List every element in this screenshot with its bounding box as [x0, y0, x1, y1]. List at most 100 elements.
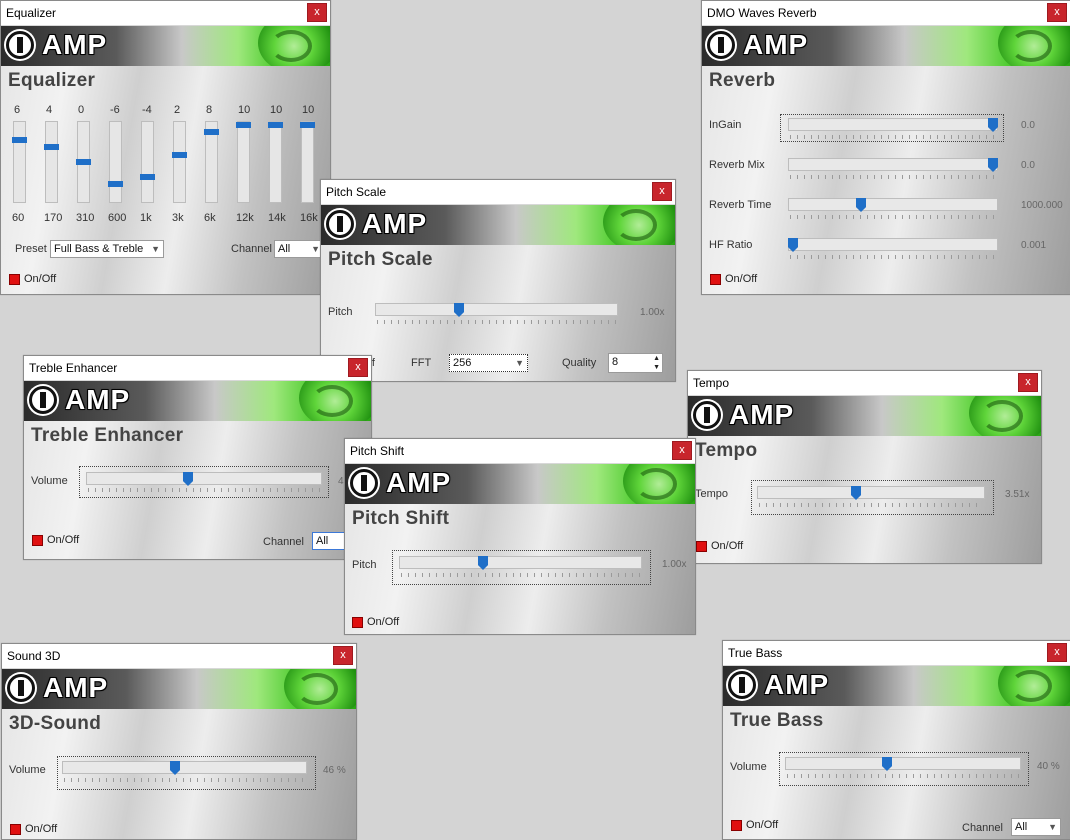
reverb-param-slider[interactable]: [788, 158, 998, 171]
equalizer-window: Equalizer x AMP Equalizer 6 60 4 170 0 310 -6 6…: [0, 0, 331, 295]
band-slider-thumb[interactable]: [268, 122, 283, 128]
onoff-toggle[interactable]: On/Off: [10, 823, 57, 835]
onoff-toggle[interactable]: On/Off: [9, 273, 56, 285]
reverb-titlebar[interactable]: DMO Waves Reverb x: [702, 1, 1070, 26]
reverb-param-label: InGain: [709, 119, 742, 131]
channel-value: All: [278, 243, 291, 255]
focus-outline: [57, 756, 316, 790]
band-frequency-label: 1k: [140, 212, 152, 224]
reverb-param-slider-thumb[interactable]: [988, 118, 998, 132]
tempo-slider-thumb[interactable]: [851, 486, 861, 500]
preset-select[interactable]: Full Bass & Treble ▼: [50, 240, 164, 258]
band-frequency-label: 16k: [300, 212, 318, 224]
reverb-param-slider[interactable]: [788, 198, 998, 211]
band-slider[interactable]: [236, 121, 251, 203]
pitch-slider-thumb[interactable]: [454, 303, 464, 317]
reverb-param-slider-thumb[interactable]: [988, 158, 998, 172]
window-title: Sound 3D: [7, 649, 61, 663]
band-slider[interactable]: [108, 121, 123, 203]
amp-banner: AMP: [24, 381, 371, 421]
truebass-titlebar[interactable]: True Bass x: [723, 641, 1070, 666]
volume-slider-thumb[interactable]: [183, 472, 193, 486]
chevron-down-icon: ▼: [515, 358, 524, 368]
amp-logo-icon: [6, 31, 34, 59]
onoff-toggle[interactable]: On/Off: [696, 540, 743, 552]
channel-select[interactable]: All ▼: [1011, 818, 1061, 836]
close-button[interactable]: x: [672, 441, 692, 460]
preset-label: Preset: [15, 243, 47, 255]
reverb-param-slider[interactable]: [788, 238, 998, 251]
fft-select[interactable]: 256 ▼: [449, 354, 528, 372]
onoff-label: On/Off: [24, 273, 57, 285]
sound3d-titlebar[interactable]: Sound 3D x: [2, 644, 356, 669]
band-slider[interactable]: [12, 121, 27, 203]
window-title: Equalizer: [6, 6, 57, 20]
band-slider[interactable]: [300, 121, 315, 203]
band-slider-thumb[interactable]: [76, 159, 91, 165]
volume-slider-thumb[interactable]: [882, 757, 892, 771]
close-button[interactable]: x: [652, 182, 672, 201]
band-slider[interactable]: [76, 121, 91, 203]
channel-select[interactable]: All ▼: [274, 240, 324, 258]
tempo-slider[interactable]: [757, 486, 985, 499]
band-slider[interactable]: [268, 121, 283, 203]
window-title: Treble Enhancer: [29, 361, 118, 375]
onoff-toggle[interactable]: On/Off: [352, 616, 399, 628]
band-slider[interactable]: [140, 121, 155, 203]
reverb-param-label: Reverb Mix: [709, 159, 765, 171]
pitch-shift-titlebar[interactable]: Pitch Shift x: [345, 439, 695, 464]
close-button[interactable]: x: [1047, 3, 1067, 22]
logo-text: AMP: [729, 399, 795, 430]
band-slider-thumb[interactable]: [140, 174, 155, 180]
band-slider-thumb[interactable]: [108, 181, 123, 187]
quality-spinner[interactable]: 8 ▲ ▼: [608, 353, 663, 373]
pitch-slider[interactable]: [399, 556, 642, 569]
band-slider-thumb[interactable]: [236, 122, 251, 128]
band-slider-thumb[interactable]: [300, 122, 315, 128]
onoff-toggle[interactable]: On/Off: [32, 534, 79, 546]
volume-label: Volume: [31, 475, 68, 487]
pitch-scale-titlebar[interactable]: Pitch Scale x: [321, 180, 675, 205]
logo-text: AMP: [362, 208, 428, 239]
onoff-toggle[interactable]: On/Off: [710, 273, 757, 285]
band-slider-thumb[interactable]: [44, 144, 59, 150]
close-button[interactable]: x: [307, 3, 327, 22]
reverb-param-slider[interactable]: [788, 118, 998, 131]
pitch-shift-window: Pitch Shift x AMP Pitch Shift Pitch 1.00…: [344, 438, 696, 635]
band-slider[interactable]: [204, 121, 219, 203]
tempo-body: Tempo Tempo 3.51x On/Off: [688, 436, 1041, 563]
effect-title: Tempo: [695, 440, 758, 461]
equalizer-titlebar[interactable]: Equalizer x: [1, 1, 330, 26]
volume-slider[interactable]: [785, 757, 1021, 770]
band-frequency-label: 600: [108, 212, 127, 224]
volume-slider[interactable]: [62, 761, 307, 774]
tempo-titlebar[interactable]: Tempo x: [688, 371, 1041, 396]
pitch-slider-thumb[interactable]: [478, 556, 488, 570]
close-button[interactable]: x: [348, 358, 368, 377]
onoff-label: On/Off: [367, 616, 400, 628]
amp-logo-icon: [707, 31, 735, 59]
truebass-body: True Bass Volume 40 % On/Off Channel All…: [723, 706, 1070, 839]
band-slider-thumb[interactable]: [204, 129, 219, 135]
volume-slider[interactable]: [86, 472, 322, 485]
equalizer-body: Equalizer 6 60 4 170 0 310 -6 600 -4 1k 2 3k 8 6k 10 12…: [1, 66, 330, 294]
volume-slider-thumb[interactable]: [170, 761, 180, 775]
reverb-param-slider-thumb[interactable]: [788, 238, 798, 252]
close-button[interactable]: x: [333, 646, 353, 665]
pitch-slider[interactable]: [375, 303, 618, 316]
volume-value: 40 %: [1037, 761, 1060, 772]
close-button[interactable]: x: [1047, 643, 1067, 662]
treble-titlebar[interactable]: Treble Enhancer x: [24, 356, 371, 381]
amp-logo: AMP: [326, 208, 427, 240]
spin-arrows-icon[interactable]: ▲ ▼: [653, 355, 660, 371]
band-slider[interactable]: [44, 121, 59, 203]
amp-logo: AMP: [728, 669, 829, 701]
close-button[interactable]: x: [1018, 373, 1038, 392]
band-slider-thumb[interactable]: [172, 152, 187, 158]
led-indicator: [32, 534, 43, 546]
slider-ticks: [401, 573, 640, 577]
onoff-toggle[interactable]: On/Off: [731, 819, 778, 831]
band-slider-thumb[interactable]: [12, 137, 27, 143]
reverb-param-slider-thumb[interactable]: [856, 198, 866, 212]
band-slider[interactable]: [172, 121, 187, 203]
